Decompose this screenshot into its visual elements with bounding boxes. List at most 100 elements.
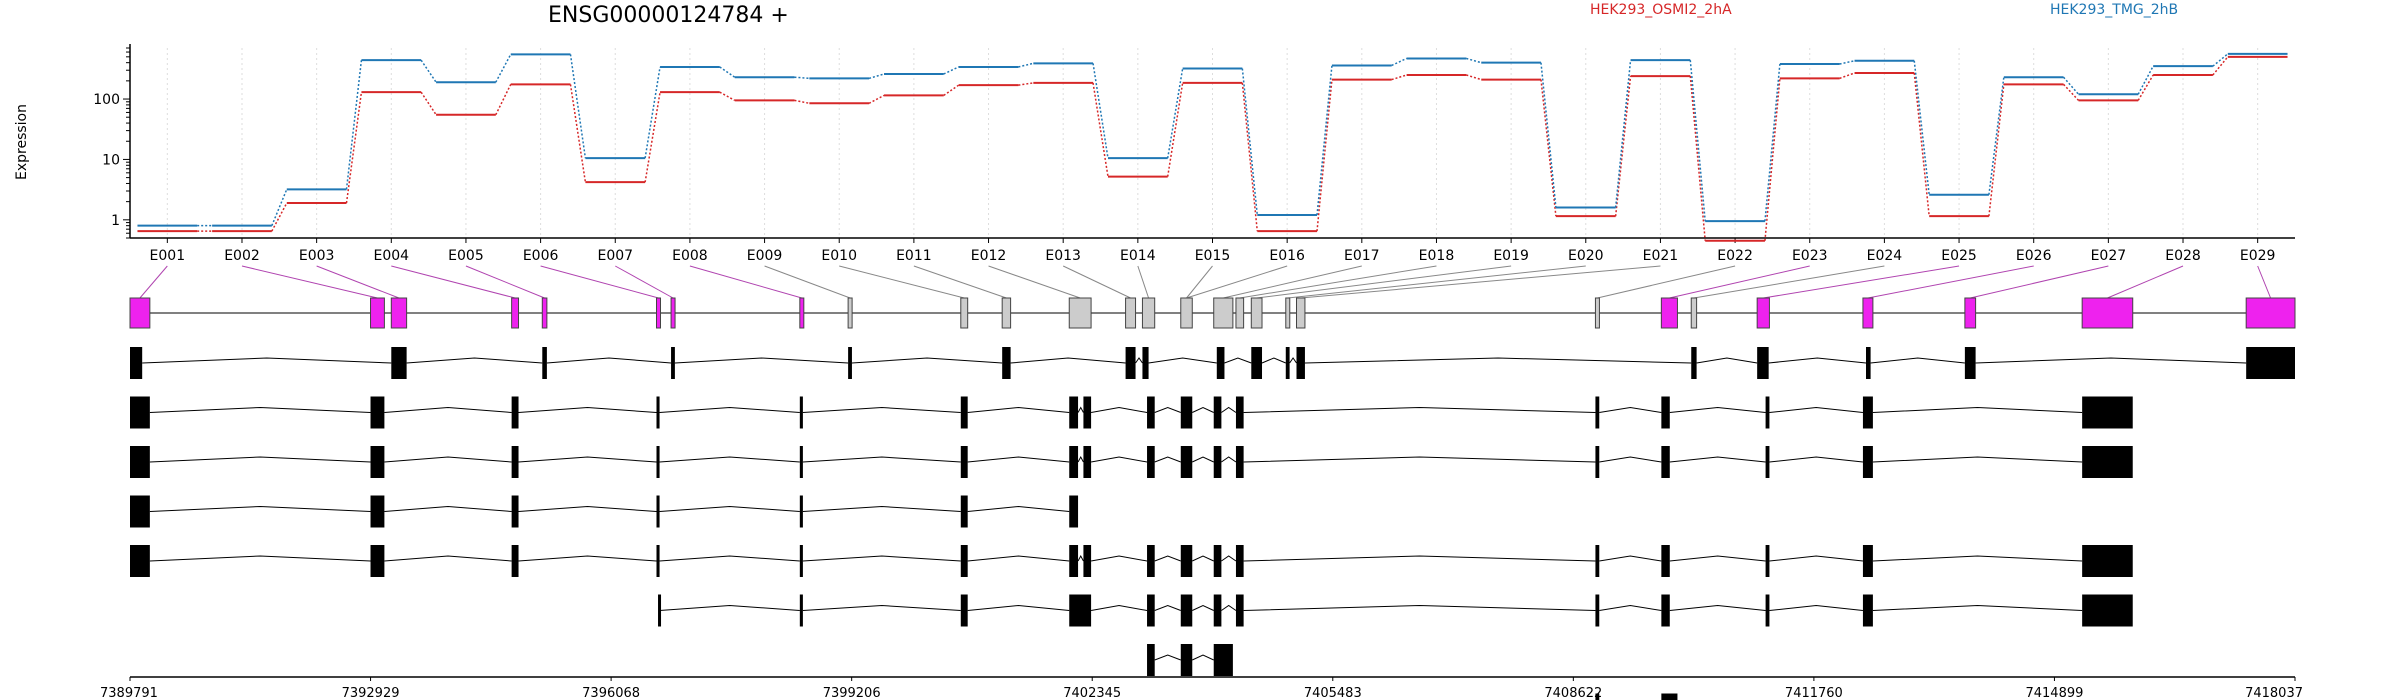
intron-line bbox=[1768, 357, 1867, 364]
intron-line bbox=[802, 604, 961, 611]
data-connector bbox=[1614, 75, 1632, 217]
data-connector bbox=[1540, 79, 1557, 217]
exon-block bbox=[1862, 446, 1873, 478]
data-connector bbox=[794, 99, 810, 105]
data-connector bbox=[1316, 79, 1333, 232]
exon-connector-line bbox=[839, 265, 965, 299]
data-connector bbox=[495, 53, 512, 83]
data-connector bbox=[1839, 60, 1855, 65]
intron-line bbox=[1091, 604, 1148, 611]
exon-connector-line bbox=[391, 265, 516, 299]
merged-exon-track bbox=[129, 297, 2296, 329]
exon-block bbox=[1083, 545, 1092, 577]
exon-block bbox=[391, 347, 407, 379]
intron-line bbox=[1243, 604, 1596, 611]
exon-connector-line bbox=[1186, 265, 1213, 299]
x-tick-label: E002 bbox=[224, 248, 260, 264]
data-connector bbox=[420, 91, 437, 116]
merged-exon-box bbox=[511, 297, 520, 329]
data-connector bbox=[1913, 72, 1930, 217]
y-tick-label: 100 bbox=[93, 92, 120, 108]
merged-exon-box bbox=[655, 297, 661, 329]
x-tick-label: E025 bbox=[1941, 248, 1977, 264]
y-tick-label: 10 bbox=[102, 152, 120, 168]
series-lines bbox=[137, 52, 2288, 242]
data-connector bbox=[868, 94, 885, 104]
intron-line bbox=[1077, 406, 1084, 413]
data-connector bbox=[271, 202, 288, 232]
merged-exon-box bbox=[1285, 297, 1291, 329]
data-connector bbox=[1913, 60, 1930, 195]
data-connector bbox=[943, 66, 959, 75]
intron-line bbox=[1077, 554, 1084, 562]
merged-exon-box bbox=[1964, 297, 1977, 329]
intron-line bbox=[802, 505, 961, 512]
intron-line bbox=[659, 406, 800, 413]
exon-connector-line bbox=[241, 265, 378, 299]
exon-block bbox=[1866, 347, 1871, 379]
exon-block bbox=[1083, 396, 1092, 429]
data-connector bbox=[1839, 72, 1855, 80]
intron-line bbox=[1769, 406, 1863, 413]
data-connector bbox=[271, 189, 288, 226]
transcript-tracks bbox=[129, 297, 2296, 700]
transcript-t2 bbox=[130, 396, 2133, 429]
axes: 1 10 100 E001 E002 E003 E004 E005 E006 E007 E008 E0… bbox=[93, 44, 2295, 264]
merged-exon-box bbox=[1125, 297, 1137, 329]
exon-block bbox=[2082, 396, 2133, 429]
exon-block bbox=[848, 347, 852, 379]
exon-block bbox=[1661, 446, 1670, 478]
intron-line bbox=[1599, 604, 1662, 611]
exon-block bbox=[370, 396, 385, 429]
x-tick-label: E006 bbox=[523, 248, 559, 264]
legend-osmi2: HEK293_OSMI2_2hA bbox=[1590, 2, 1732, 18]
exon-block bbox=[1142, 347, 1149, 379]
data-connector bbox=[719, 91, 736, 102]
exon-block bbox=[1235, 396, 1244, 429]
exon-block bbox=[1235, 594, 1244, 627]
x-tick-label: E029 bbox=[2240, 248, 2276, 264]
exon-connector-line bbox=[988, 265, 1081, 299]
exon-block bbox=[370, 495, 385, 528]
intron-line bbox=[1261, 357, 1286, 364]
transcript-t3 bbox=[130, 446, 2133, 478]
data-connector bbox=[569, 84, 587, 183]
intron-line bbox=[384, 505, 512, 512]
intron-line bbox=[149, 456, 371, 463]
intron-line bbox=[1077, 455, 1084, 463]
x-tick-label: E016 bbox=[1269, 248, 1305, 264]
genomic-tick-label: 7402345 bbox=[1063, 686, 1121, 700]
exon-connector-line bbox=[1300, 265, 1661, 299]
intron-line bbox=[659, 505, 800, 512]
exon-block bbox=[960, 545, 968, 577]
intron-line bbox=[967, 604, 1070, 611]
exon-connector-line bbox=[1970, 265, 2109, 299]
exon-block bbox=[1964, 347, 1976, 379]
exon-block bbox=[1765, 446, 1770, 478]
intron-line bbox=[1154, 654, 1181, 661]
exon-connector-line bbox=[1062, 265, 1131, 299]
merged-exon-box bbox=[1296, 297, 1306, 329]
exon-block bbox=[1285, 347, 1290, 379]
exon-block bbox=[960, 396, 968, 429]
merged-exon-box bbox=[1235, 297, 1245, 329]
intron-line bbox=[967, 406, 1070, 413]
y-tick-label: 1 bbox=[111, 213, 120, 229]
exon-block bbox=[511, 495, 519, 528]
genomic-axis: 7389791 7392929 7396068 7399206 7402345 74054… bbox=[100, 676, 2303, 700]
exon-connector-line bbox=[1693, 265, 1885, 299]
exon-block bbox=[1069, 594, 1092, 627]
intron-line bbox=[1192, 654, 1214, 661]
merged-exon-box bbox=[847, 297, 853, 329]
x-tick-label: E004 bbox=[374, 248, 410, 264]
exon-block bbox=[799, 446, 803, 478]
merged-exon-box bbox=[1756, 297, 1770, 329]
exon-block bbox=[799, 545, 803, 577]
exon-block bbox=[1147, 594, 1155, 627]
exon-connector-line bbox=[1137, 265, 1150, 299]
transcript-t6 bbox=[658, 594, 2133, 627]
x-tick-label: E018 bbox=[1419, 248, 1455, 264]
exon-block bbox=[2082, 545, 2133, 577]
exon-block bbox=[1661, 594, 1670, 627]
exon-connector-line bbox=[2107, 265, 2184, 299]
